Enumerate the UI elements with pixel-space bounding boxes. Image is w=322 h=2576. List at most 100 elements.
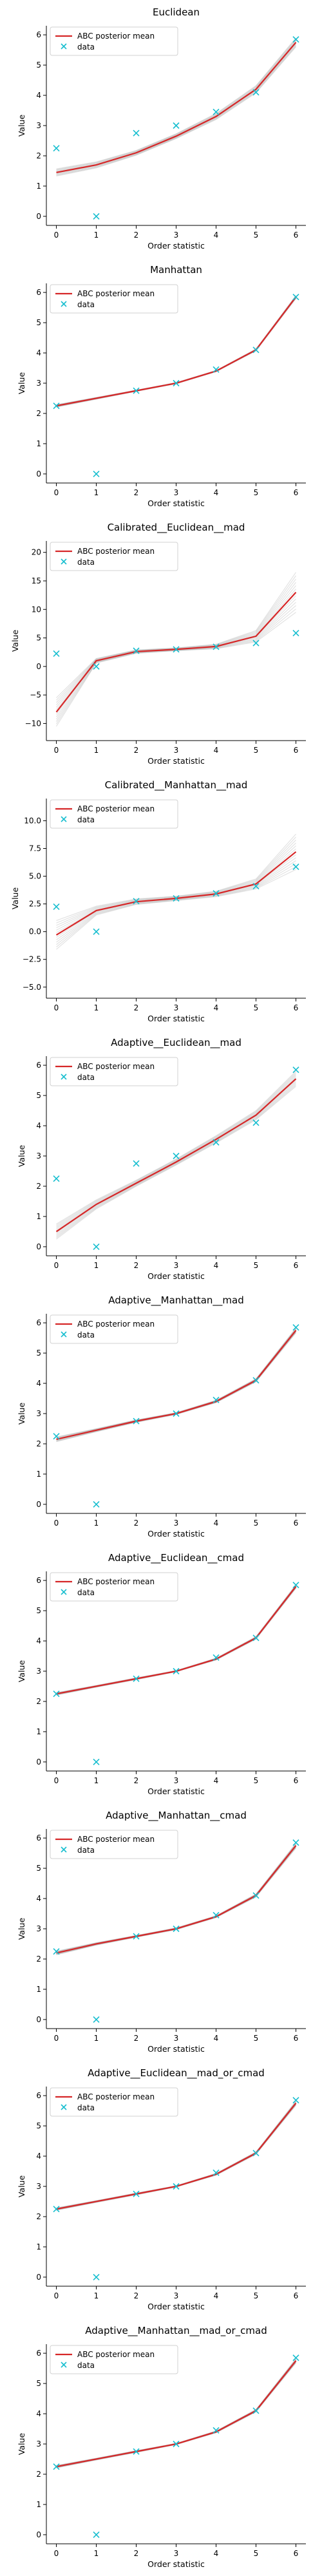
data-point <box>53 1175 60 1182</box>
posterior-sample-line <box>56 1329 296 1439</box>
data-marker-stroke <box>252 639 260 647</box>
y-tick-label: 1 <box>36 1212 41 1221</box>
legend-label: ABC posterior mean <box>77 1835 155 1844</box>
y-tick-label: 1 <box>36 1727 41 1736</box>
data-marker-stroke <box>53 402 60 410</box>
posterior-sample-line <box>56 860 296 943</box>
data-point <box>292 2097 299 2104</box>
y-tick-label: 6 <box>36 1061 41 1070</box>
y-tick-label: 2.5 <box>29 900 41 909</box>
y-tick-label: 0 <box>36 2015 41 2024</box>
legend-label: ABC posterior mean <box>77 804 155 813</box>
y-tick-label: 0 <box>36 2273 41 2282</box>
posterior-sample-line <box>56 1073 296 1227</box>
posterior-sample-line <box>56 1587 296 1695</box>
posterior-sample-line <box>56 2103 296 2210</box>
posterior-sample-line <box>56 1846 296 1955</box>
posterior-sample-line <box>56 2103 296 2210</box>
y-axis-label: Value <box>17 372 26 395</box>
legend: ABC posterior mean data <box>50 2087 178 2117</box>
plot-area <box>53 833 299 950</box>
y-axis-label: Value <box>17 1660 26 1683</box>
data-marker-stroke <box>213 2169 220 2176</box>
data-point <box>93 663 100 670</box>
data-marker-stroke <box>292 36 299 43</box>
plot-area <box>53 36 299 220</box>
chart-title: Adaptive__Manhattan__mad <box>108 1294 244 1307</box>
posterior-sample-line <box>56 1844 296 1953</box>
posterior-sample-line <box>56 1846 296 1954</box>
y-tick-label: 6 <box>36 1576 41 1585</box>
legend-frame <box>50 284 178 314</box>
data-marker-stroke <box>292 1066 299 1074</box>
data-marker-stroke <box>53 650 60 657</box>
legend-frame <box>50 2087 178 2117</box>
posterior-sample-line <box>56 2362 296 2468</box>
data-marker-stroke <box>93 2273 100 2280</box>
data-marker-stroke <box>213 890 220 897</box>
y-tick-label: 1 <box>36 439 41 448</box>
posterior-sample-line <box>56 598 296 717</box>
x-tick-label: 1 <box>94 1261 99 1270</box>
y-tick-label: 2 <box>36 1439 41 1448</box>
x-tick-label: 2 <box>134 488 139 497</box>
data-marker-stroke <box>173 2440 180 2448</box>
data-point <box>252 2150 260 2157</box>
posterior-sample-line <box>56 1328 296 1438</box>
posterior-sample-line <box>56 2362 296 2468</box>
posterior-sample-line <box>56 578 296 703</box>
y-axis-label: Value <box>17 1403 26 1425</box>
posterior-sample-line <box>56 833 296 922</box>
data-marker-stroke <box>133 1933 140 1940</box>
posterior-sample-line <box>56 2102 296 2210</box>
y-tick-label: 1 <box>36 1470 41 1479</box>
data-marker-stroke <box>213 1654 220 1661</box>
posterior-sample-line <box>56 866 296 947</box>
y-tick-label: 3 <box>36 379 41 388</box>
x-tick-label: 0 <box>54 746 59 755</box>
x-axis-label: Order statistic <box>147 756 205 766</box>
data-point <box>53 1948 60 1955</box>
x-tick-label: 1 <box>94 488 99 497</box>
x-tick-label: 1 <box>94 1003 99 1012</box>
posterior-sample-line <box>56 839 296 926</box>
data-point <box>213 2169 220 2176</box>
x-tick-label: 3 <box>174 2291 179 2300</box>
posterior-sample-line <box>56 2359 296 2467</box>
posterior-sample-line <box>56 42 296 173</box>
legend-label: data <box>77 2361 95 2370</box>
data-point <box>252 346 260 354</box>
posterior-sample-line <box>56 1081 296 1235</box>
x-tick-label: 4 <box>214 2291 219 2300</box>
data-point <box>213 890 220 897</box>
legend-label: ABC posterior mean <box>77 32 155 41</box>
x-tick-label: 6 <box>294 231 299 240</box>
x-axis-label: Order statistic <box>147 1271 205 1281</box>
data-point <box>93 213 100 220</box>
posterior-sample-line <box>56 592 296 713</box>
posterior-sample-line <box>56 1083 296 1237</box>
x-tick-label: 4 <box>214 1261 219 1270</box>
data-point <box>133 2448 140 2455</box>
data-point <box>173 1925 180 1933</box>
data-point <box>173 1410 180 1417</box>
y-tick-label: 6 <box>36 2091 41 2100</box>
legend-marker-swatch <box>61 1846 67 1853</box>
y-tick-label: 0 <box>36 2530 41 2539</box>
y-tick-label: 7.5 <box>29 844 41 853</box>
data-marker-stroke <box>93 470 100 477</box>
data-marker-stroke <box>53 1948 60 1955</box>
y-tick-label: 0 <box>36 662 41 671</box>
x-tick-label: 6 <box>294 2034 299 2043</box>
y-tick-label: 4 <box>36 1894 41 1903</box>
data-marker-stroke <box>93 1501 100 1508</box>
posterior-mean-line <box>56 42 297 173</box>
posterior-mean-line <box>55 1078 297 1233</box>
y-tick-label: 1 <box>36 1985 41 1994</box>
x-tick-label: 2 <box>134 231 139 240</box>
chart-panel-4: Adaptive__Euclidean__mad 0 1 2 3 4 5 6 0 1 2 3 4 5 6 Or… <box>17 1037 306 1281</box>
data-marker-stroke <box>252 2150 260 2157</box>
posterior-sample-line <box>56 1328 296 1439</box>
x-tick-label: 0 <box>54 231 59 240</box>
